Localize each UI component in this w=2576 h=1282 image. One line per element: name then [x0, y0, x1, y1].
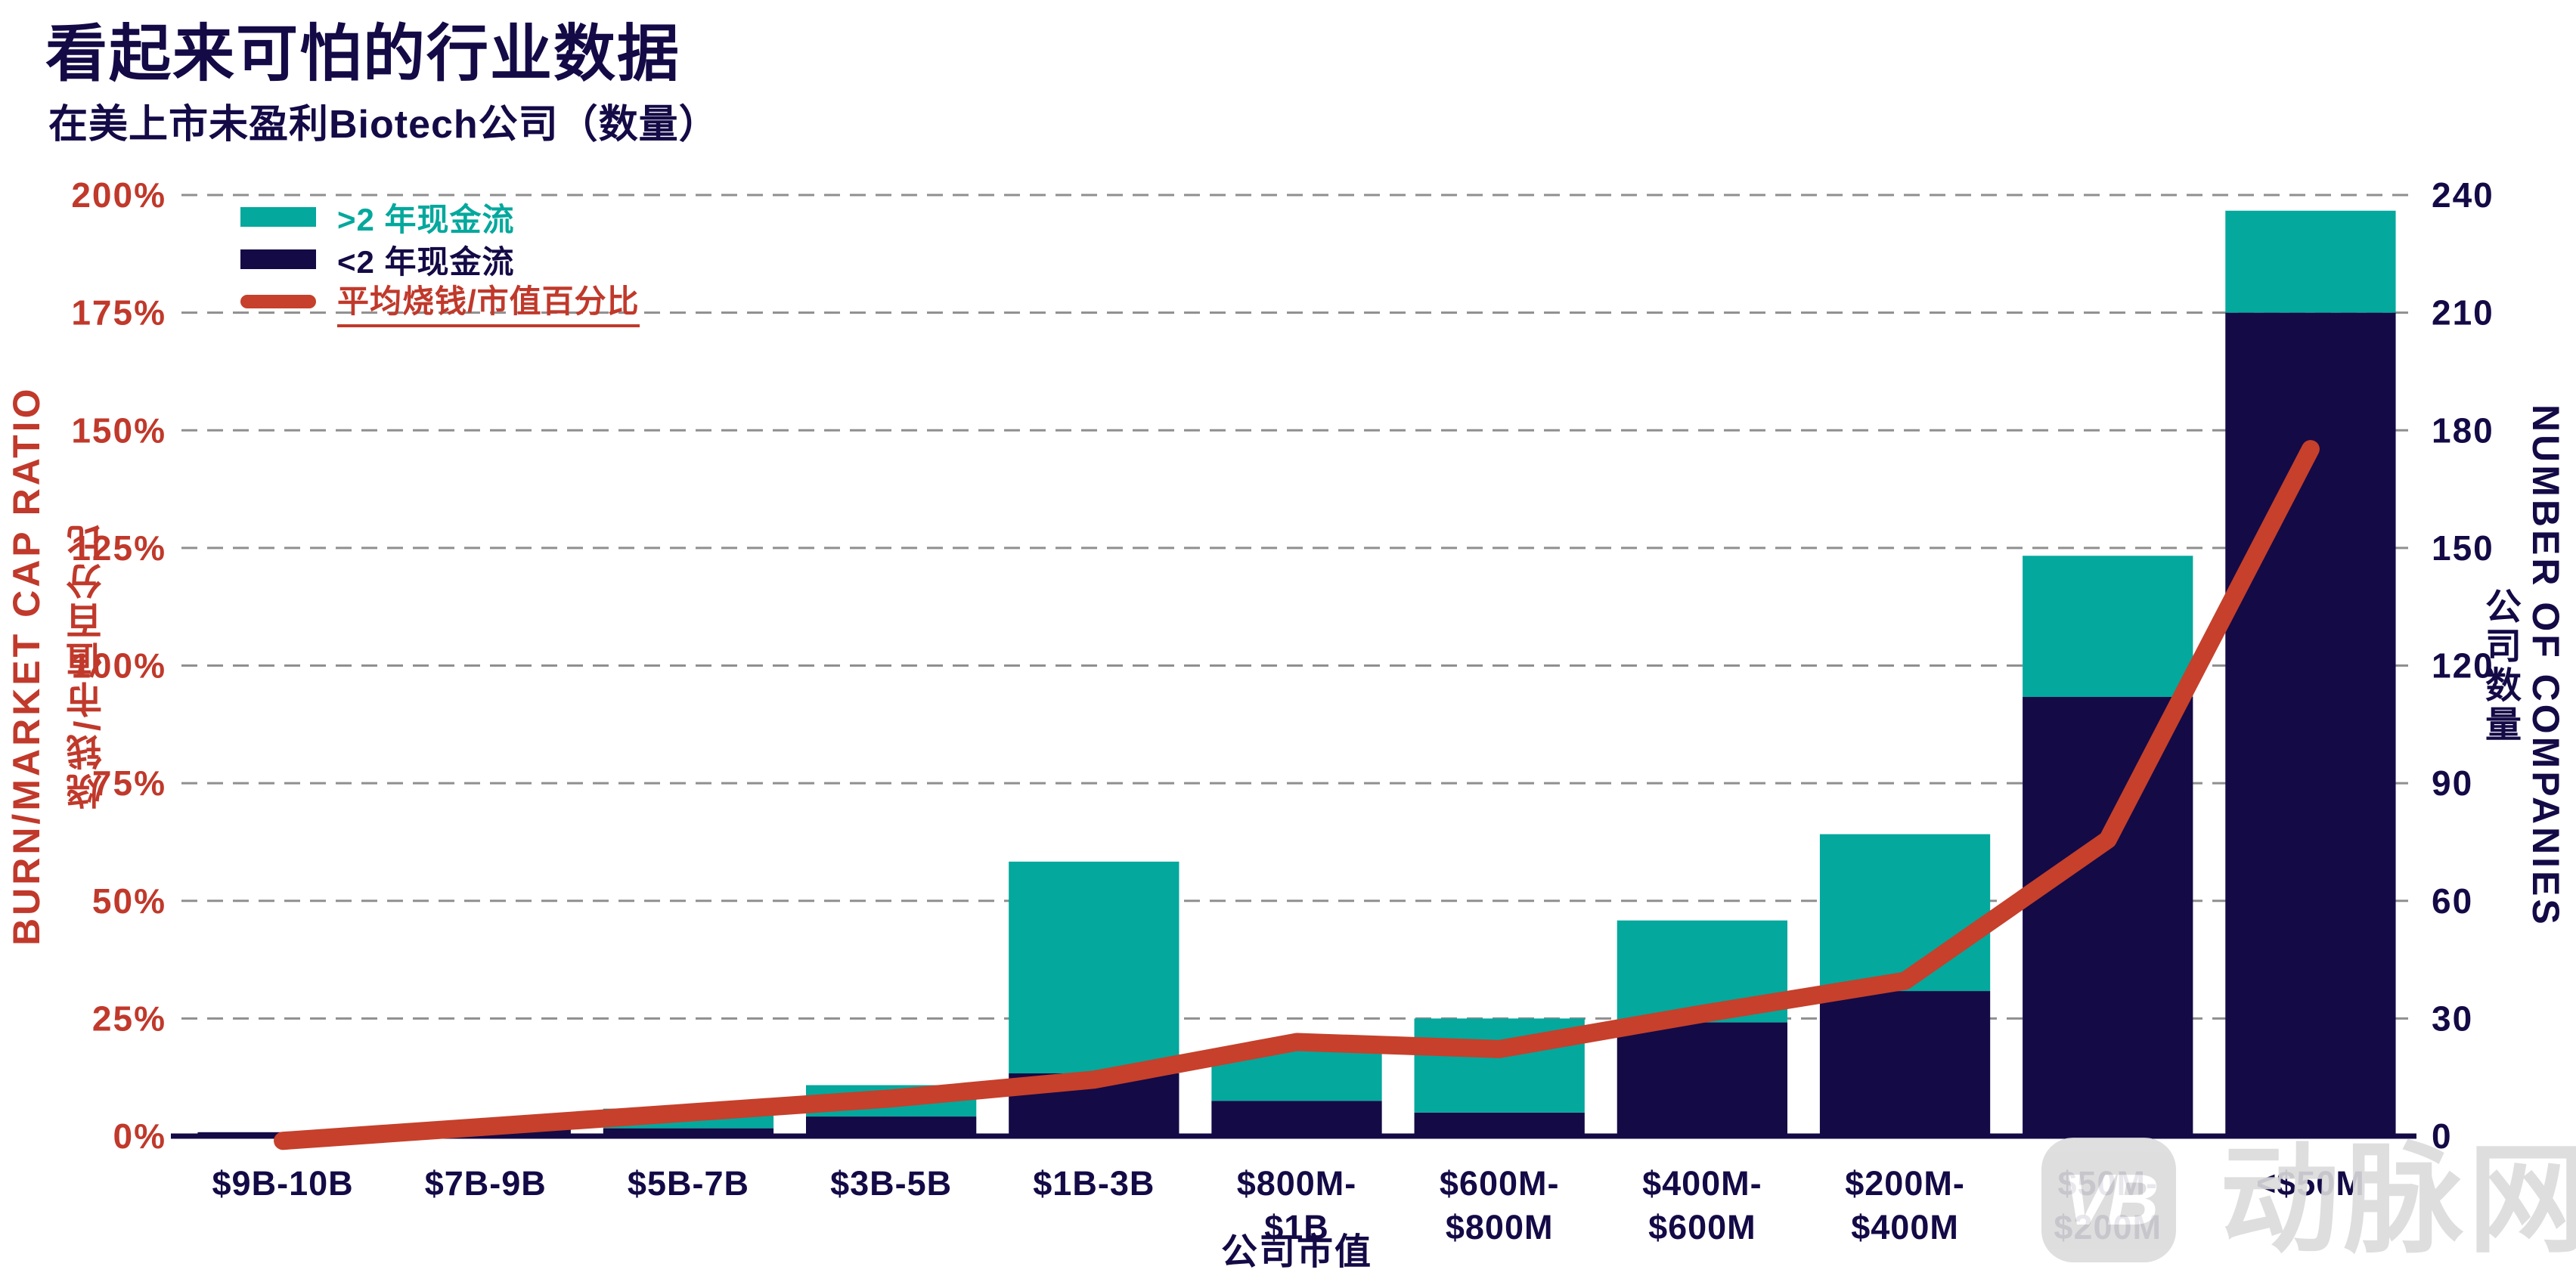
x-category-label: $400M- — [1642, 1164, 1762, 1203]
legend-label-avg-burn: 平均烧钱/市值百分比 — [337, 276, 640, 327]
watermark-text: 动脉网 — [2220, 1133, 2576, 1267]
page-title: 看起来可怕的行业数据 — [45, 20, 681, 88]
left-axis-tick-label: 175% — [71, 293, 166, 333]
right-axis-tick-label: 90 — [2432, 763, 2473, 803]
x-category-label: $1B-3B — [1033, 1164, 1155, 1203]
bar-segment-lt2yr — [603, 1128, 774, 1136]
watermark-logo-text: VB — [2063, 1159, 2159, 1240]
right-axis-tick-label: 60 — [2432, 881, 2473, 921]
bar-segment-lt2yr — [1617, 1022, 1787, 1136]
legend-swatch-line — [240, 295, 316, 308]
bar-segment-lt2yr — [1414, 1112, 1585, 1136]
legend-swatch-teal — [240, 207, 316, 227]
x-category-label: $3B-5B — [830, 1164, 952, 1203]
left-axis-tick-label: 125% — [71, 528, 166, 568]
bar-segment-gt2yr — [2023, 556, 2193, 697]
page-subtitle: 在美上市未盈利Biotech公司（数量） — [48, 103, 719, 147]
left-axis-tick-label: 100% — [71, 646, 166, 686]
right-axis-tick-label: 30 — [2432, 999, 2473, 1038]
right-axis-title-en: NUMBER OF COMPANIES — [2525, 404, 2567, 927]
x-category-label: $1B — [1264, 1208, 1329, 1246]
legend-item-avg-burn: 平均烧钱/市值百分比 — [240, 283, 640, 327]
right-axis-tick-label: 0 — [2432, 1116, 2453, 1156]
right-axis-tick-label: 180 — [2432, 410, 2494, 450]
bar-segment-lt2yr — [1211, 1101, 1382, 1136]
bar-segment-lt2yr — [1819, 991, 1991, 1136]
left-axis-title-en: BURN/MARKET CAP RATIO — [5, 386, 48, 946]
x-category-label: <$50M — [2256, 1164, 2365, 1203]
watermark-logo-icon: VB — [2041, 1138, 2176, 1262]
legend-item-lt2yr: <2 年现金流 — [240, 244, 640, 280]
x-category-label: $9B-10B — [212, 1164, 354, 1203]
bar-segment-gt2yr — [1009, 861, 1180, 1073]
left-axis-tick-label: 150% — [71, 410, 166, 450]
x-category-label: $200M- — [1845, 1164, 1965, 1203]
bar-segment-gt2yr — [2225, 210, 2396, 313]
watermark: VB 动脉网 — [2041, 1138, 2576, 1262]
legend-label-gt2yr: >2 年现金流 — [337, 201, 515, 237]
left-axis-tick-label: 75% — [92, 763, 166, 803]
right-axis-tick-label: 210 — [2432, 293, 2494, 333]
bar-segment-lt2yr — [806, 1116, 977, 1136]
x-category-label: $5B-7B — [628, 1164, 749, 1203]
avg-burn-line — [274, 440, 2320, 1150]
left-axis-tick-label: 50% — [92, 881, 166, 921]
right-axis-tick-label: 120 — [2432, 646, 2494, 686]
legend-label-lt2yr: <2 年现金流 — [337, 243, 515, 280]
x-category-label: $800M — [1446, 1208, 1554, 1246]
x-category-label: $7B-9B — [425, 1164, 547, 1203]
right-axis-tick-label: 240 — [2432, 175, 2494, 215]
left-axis-title-zh: 烧钱/市值百分比 — [68, 521, 108, 810]
left-axis-tick-label: 0% — [113, 1116, 166, 1156]
legend: >2 年现金流 <2 年现金流 平均烧钱/市值百分比 — [240, 202, 640, 333]
bar-segment-gt2yr — [1819, 834, 1991, 992]
legend-item-gt2yr: >2 年现金流 — [240, 202, 640, 237]
x-category-label: $400M — [1851, 1208, 1959, 1246]
bar-segment-lt2yr — [2225, 312, 2396, 1136]
left-axis-tick-label: 200% — [71, 175, 166, 215]
x-axis-title: 公司市值 — [1221, 1232, 1372, 1272]
x-category-label: $800M- — [1237, 1164, 1357, 1203]
x-category-label: $600M- — [1440, 1164, 1560, 1203]
right-axis-tick-label: 150 — [2432, 528, 2494, 568]
x-category-label: $600M — [1648, 1208, 1756, 1246]
legend-swatch-navy — [240, 249, 316, 269]
right-axis-title-zh: 公司数量 — [2479, 587, 2519, 745]
left-axis-tick-label: 25% — [92, 999, 166, 1038]
bar-segment-lt2yr — [2023, 697, 2193, 1136]
